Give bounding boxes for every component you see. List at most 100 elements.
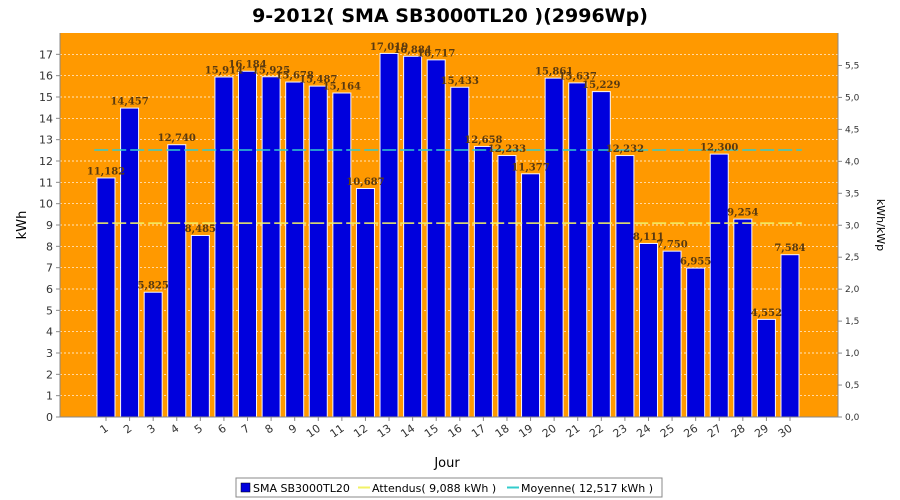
legend-label-attendus: Attendus( 9,088 kWh ) (372, 482, 496, 495)
y-right-tick-label: 1,5 (845, 317, 859, 327)
bar (144, 292, 162, 417)
x-tick-label: 16 (446, 422, 465, 441)
y-right-tick-label: 0,5 (845, 381, 859, 391)
bar (239, 71, 257, 417)
y-right-tick-label: 3,0 (845, 221, 860, 231)
legend-label-moyenne: Moyenne( 12,517 kWh ) (521, 482, 653, 495)
bar-value-label: 14,457 (110, 97, 148, 108)
bar (757, 319, 775, 417)
bar-value-label: 12,232 (606, 144, 644, 155)
bar (427, 60, 445, 417)
y-tick-label: 4 (46, 326, 53, 339)
y-tick-label: 0 (46, 411, 53, 424)
bar (333, 93, 351, 417)
x-tick-label: 28 (729, 422, 748, 441)
y-tick-label: 7 (46, 262, 53, 275)
x-tick-label: 10 (304, 422, 323, 441)
bar (121, 108, 139, 418)
x-tick-label: 7 (239, 422, 252, 437)
x-tick-label: 14 (398, 422, 417, 441)
x-tick-label: 2 (121, 422, 134, 437)
bar (191, 235, 209, 417)
bar-value-label: 15,637 (559, 71, 597, 82)
bar-value-label: 12,658 (464, 135, 502, 146)
bar (380, 53, 398, 417)
x-tick-label: 6 (215, 422, 228, 437)
x-axis: 1 2 3 4 5 6 7 8 9 10 11 12 13 14 15 16 17 18 19 20 21 22 23 24 2… (60, 416, 838, 441)
bar-value-label: 5,825 (138, 281, 169, 292)
x-tick-label: 23 (611, 422, 630, 441)
data-labels: 11,182 14,457 5,825 12,740 8,485 15,91416,184… (87, 42, 806, 319)
x-tick-label: 5 (192, 422, 205, 437)
bar (616, 156, 634, 417)
bar-value-label: 15,164 (323, 82, 361, 93)
x-tick-label: 25 (658, 422, 677, 441)
bar-value-label: 15,433 (441, 76, 479, 87)
bar (522, 174, 540, 417)
bar-value-label: 12,300 (700, 143, 738, 154)
bar-value-label: 17,019 (370, 42, 408, 53)
bar (97, 178, 115, 417)
bar (309, 86, 327, 418)
y-right-tick-label: 3,5 (845, 189, 859, 199)
y-right-tick-label: 4,0 (845, 157, 860, 167)
gridlines (60, 53, 838, 397)
bar (286, 82, 304, 417)
bar (710, 154, 728, 417)
x-tick-label: 4 (168, 422, 181, 437)
bar (545, 78, 563, 417)
bar (474, 146, 492, 418)
bar-value-label: 10,687 (346, 177, 384, 188)
bar-value-label: 4,552 (751, 308, 782, 319)
y-right-tick-label: 2,0 (845, 285, 860, 295)
x-tick-label: 8 (263, 422, 276, 437)
bar-value-label: 11,182 (87, 166, 125, 177)
y-right-tick-label: 5,0 (845, 93, 860, 103)
chart-title: 9-2012( SMA SB3000TL20 )(2996Wp) (252, 5, 648, 27)
y-tick-label: 6 (46, 283, 53, 296)
x-tick-label: 15 (422, 422, 441, 441)
bar-value-label: 6,955 (680, 257, 711, 268)
y-tick-label: 15 (39, 91, 53, 104)
bar-value-label: 15,487 (299, 75, 337, 86)
x-tick-label: 30 (776, 422, 795, 441)
legend-label-bar: SMA SB3000TL20 (253, 482, 350, 495)
bar (262, 77, 280, 418)
x-axis-label: Jour (433, 456, 460, 471)
x-tick-label: 1 (98, 422, 111, 437)
reference-lines (94, 149, 802, 224)
x-tick-label: 12 (351, 422, 370, 441)
bar (592, 92, 610, 417)
y-tick-label: 2 (46, 368, 53, 381)
bar-value-label: 15,861 (535, 67, 573, 78)
bar (451, 87, 469, 417)
x-tick-label: 13 (375, 422, 394, 441)
y-tick-label: 11 (39, 176, 53, 189)
y-tick-label: 1 (46, 390, 53, 403)
bar-value-label: 15,678 (276, 71, 314, 82)
y-right-tick-label: 4,5 (845, 125, 859, 135)
y-axis-label: kWh (15, 211, 30, 240)
bars (96, 52, 800, 418)
bar (663, 251, 681, 417)
y-tick-label: 9 (46, 219, 53, 232)
bar-value-label: 15,914 (205, 66, 243, 77)
y-axis-right: 0,0 0,5 1,0 1,5 2,0 2,5 3,0 3,5 4,0 4,5 5,0 5,5 (837, 33, 860, 423)
y-tick-label: 16 (39, 70, 53, 83)
y-right-tick-label: 0,0 (845, 413, 860, 423)
x-tick-label: 20 (540, 422, 559, 441)
bar-value-label: 8,111 (633, 232, 664, 243)
x-tick-label: 29 (752, 422, 771, 441)
bar (687, 268, 705, 417)
y-tick-label: 8 (46, 240, 53, 253)
x-tick-label: 17 (469, 422, 488, 441)
x-tick-label: 24 (634, 422, 653, 441)
bar-value-label: 8,485 (185, 224, 216, 235)
y-tick-label: 17 (39, 48, 53, 61)
x-tick-label: 21 (564, 422, 583, 441)
x-tick-label: 9 (286, 422, 299, 437)
y-tick-label: 14 (39, 112, 53, 125)
y-tick-label: 12 (39, 155, 53, 168)
bar (781, 255, 799, 417)
